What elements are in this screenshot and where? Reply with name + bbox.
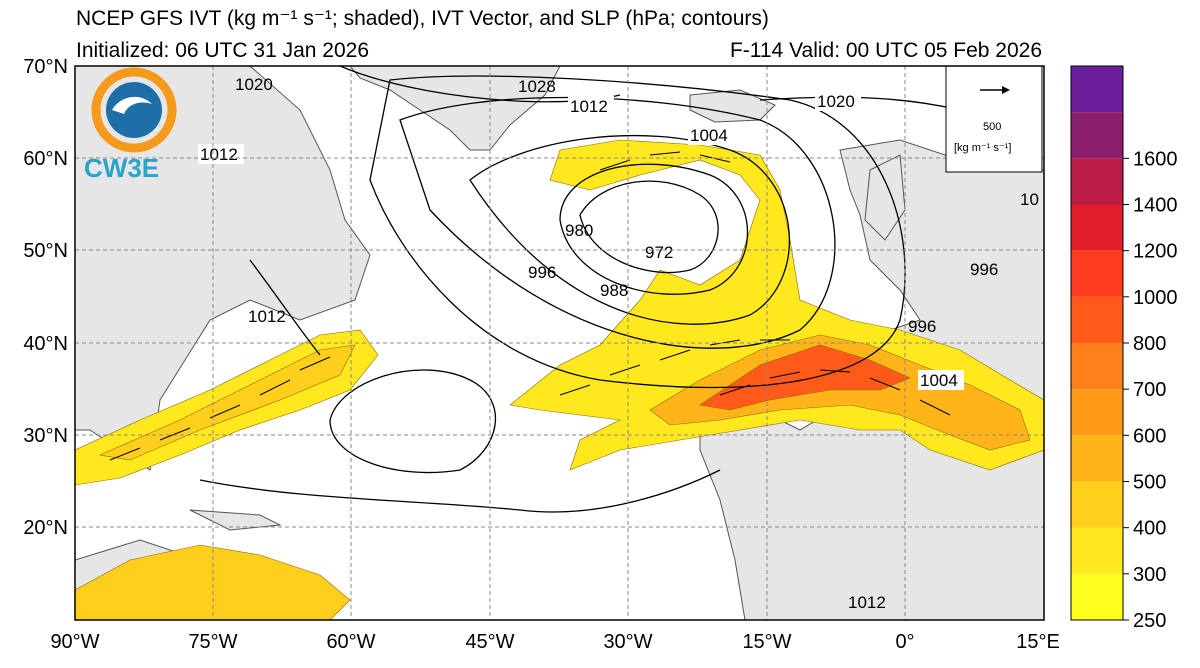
- slp-contour-980: [559, 163, 749, 295]
- colorbar-band: [1071, 204, 1123, 251]
- contour-label-1004: 1004: [690, 126, 728, 145]
- reference-units: [kg m⁻¹ s⁻¹]: [954, 142, 1011, 154]
- colorbar-tick-label: 300: [1133, 564, 1166, 586]
- colorbar-band: [1071, 158, 1123, 205]
- contour-label-bg: [198, 144, 244, 164]
- colorbar-band: [1071, 343, 1123, 390]
- initialized-time: Initialized: 06 UTC 31 Jan 2026: [76, 39, 370, 62]
- colorbar-tick-label: 1200: [1133, 241, 1178, 263]
- colorbar-tick-label: 1600: [1133, 148, 1178, 170]
- cw3e-logo: CW3E: [84, 67, 177, 183]
- chart-title: NCEP GFS IVT (kg m⁻¹ s⁻¹; shaded), IVT V…: [76, 7, 769, 30]
- slp-contour-1004: [369, 75, 906, 389]
- reference-vector-box: 500 [kg m⁻¹ s⁻¹]: [945, 66, 1043, 173]
- lon-label: 30°W: [603, 631, 652, 653]
- colorbar-tick-label: 500: [1133, 472, 1166, 494]
- lon-label: 15°E: [1016, 631, 1060, 653]
- colorbar-band: [1071, 250, 1123, 297]
- colorbar-band: [1071, 481, 1123, 528]
- colorbar-band: [1071, 296, 1123, 343]
- colorbar: 250 300 400 500 600 700 800 1000 1200 1400 1600: [1070, 65, 1178, 632]
- lat-label: 40°N: [23, 333, 68, 355]
- colorbar-band: [1071, 389, 1123, 436]
- contour-label-1012c: 1012: [248, 307, 286, 326]
- lat-label: 30°N: [23, 425, 68, 447]
- contour-label-1012b: 1012: [200, 145, 238, 164]
- slp-contour-subtropical: [199, 469, 721, 513]
- contour-label-1020b: 1020: [235, 75, 273, 94]
- ivt-vector: [559, 339, 790, 396]
- contour-label-1028: 1028: [518, 77, 556, 96]
- logo-ring-blue: [106, 82, 162, 138]
- lat-label: 70°N: [23, 56, 68, 78]
- contour-label-1012: 1012: [570, 97, 608, 116]
- ivt-vector: [109, 356, 331, 461]
- lon-label: 15°W: [742, 631, 791, 653]
- logo-swirl: [112, 96, 152, 114]
- colorbar-tick-label: 800: [1133, 333, 1166, 355]
- lon-label: 90°W: [50, 631, 99, 653]
- contour-label-bg: [918, 370, 964, 390]
- contour-label-980: 980: [565, 221, 593, 240]
- contour-label-bg: [688, 125, 734, 145]
- colorbar-band: [1071, 66, 1123, 113]
- map-frame: [74, 65, 1045, 621]
- contour-label-972: 972: [645, 243, 673, 262]
- lon-label: 60°W: [326, 631, 375, 653]
- contour-label-1020: 1020: [817, 92, 855, 111]
- lon-label: 0°: [895, 631, 914, 653]
- colorbar-bands: [1071, 66, 1123, 620]
- logo-ring-orange: [91, 67, 177, 153]
- contour-label-996c: 996: [908, 317, 936, 336]
- contour-labels: 1020 1012 1004 1020 1012 980 972 996 988…: [198, 75, 1039, 612]
- ivt-plume-east-atlantic-core: [699, 344, 911, 411]
- slp-high-subtropical: [329, 369, 497, 474]
- ivt-vector: [719, 369, 951, 416]
- colorbar-tick-label: 1000: [1133, 287, 1178, 309]
- lon-label: 45°W: [465, 631, 514, 653]
- contour-label-bg: [815, 91, 861, 111]
- contour-label-1004b: 1004: [920, 371, 958, 390]
- valid-time: F-114 Valid: 00 UTC 05 Feb 2026: [729, 39, 1042, 62]
- colorbar-tick-label: 400: [1133, 518, 1166, 540]
- contour-label-1012d: 1012: [848, 593, 886, 612]
- logo-text: CW3E: [84, 153, 159, 183]
- reference-value: 500: [983, 121, 1001, 133]
- ivt-plume-caribbean: [75, 544, 351, 620]
- greenland-land: [349, 66, 561, 151]
- map-area: 1020 1012 1004 1020 1012 980 972 996 988…: [75, 66, 1044, 620]
- lon-label: 75°W: [188, 631, 237, 653]
- ivt-vectors: [109, 151, 951, 461]
- lat-axis-labels: 20°N 30°N 40°N 50°N 60°N 70°N: [23, 56, 68, 539]
- ivt-plume-east-atlantic-orange: [649, 334, 1031, 451]
- contour-label-988: 988: [600, 281, 628, 300]
- colorbar-ticks: 250 300 400 500 600 700 800 1000 1200 1400 1600: [1123, 148, 1178, 632]
- colorbar-band: [1071, 112, 1123, 159]
- ivt-plume-west-atlantic-core: [98, 344, 356, 461]
- reference-arrowhead: [1002, 86, 1010, 94]
- lat-label: 20°N: [23, 517, 68, 539]
- contour-label-bg: [568, 96, 614, 116]
- lon-axis-labels: 90°W 75°W 60°W 45°W 30°W 15°W 0° 15°E: [50, 631, 1059, 653]
- colorbar-band: [1071, 573, 1123, 620]
- colorbar-tick-label: 700: [1133, 379, 1166, 401]
- colorbar-band: [1071, 527, 1123, 574]
- colorbar-tick-label: 250: [1133, 610, 1166, 632]
- lat-label: 60°N: [23, 148, 68, 170]
- colorbar-tick-label: 1400: [1133, 195, 1178, 217]
- slp-low-center-ring: [579, 180, 719, 274]
- lat-label: 50°N: [23, 240, 68, 262]
- colorbar-tick-label: 600: [1133, 425, 1166, 447]
- reference-box: [945, 66, 1043, 173]
- contour-label-996: 996: [528, 263, 556, 282]
- slp-contour-1020: [759, 96, 961, 111]
- colorbar-band: [1071, 435, 1123, 482]
- gridlines: [75, 66, 1044, 620]
- contour-label-10: 10: [1020, 190, 1039, 209]
- contour-label-996b: 996: [970, 260, 998, 279]
- slp-contour-988: [469, 134, 791, 325]
